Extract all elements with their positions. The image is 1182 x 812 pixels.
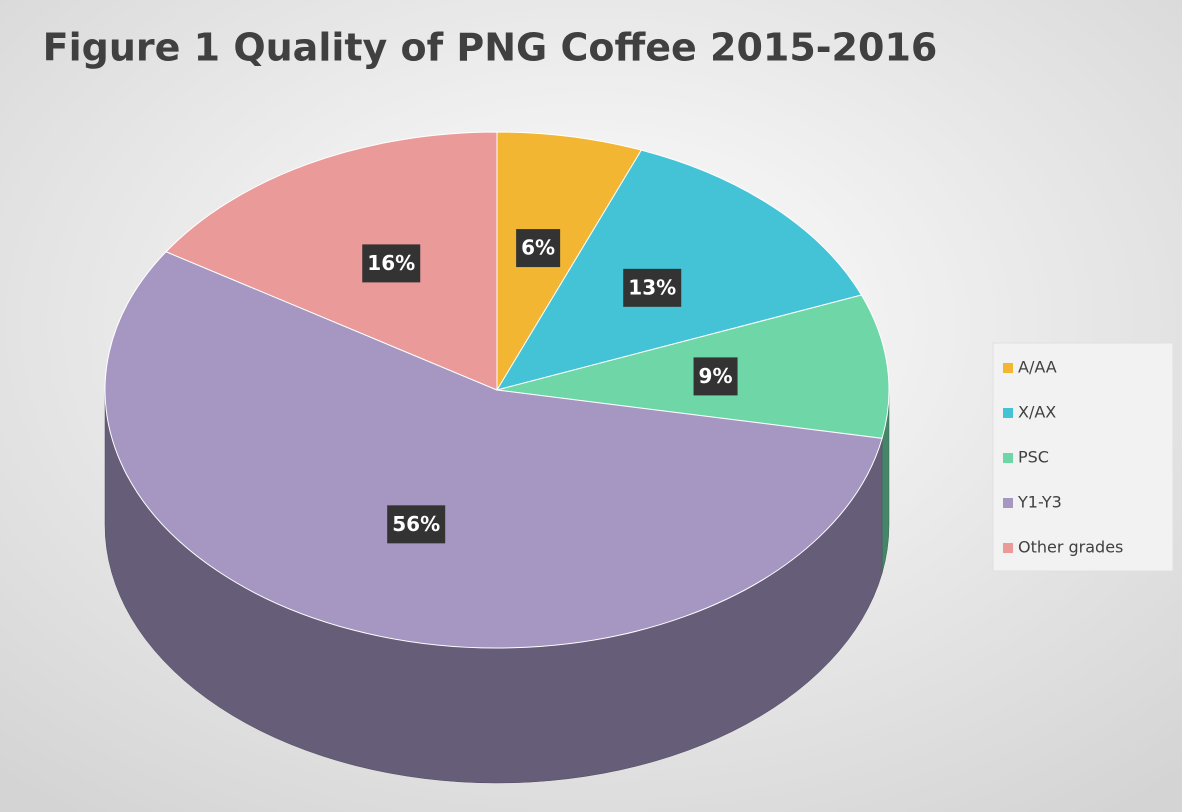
chart-title: Figure 1 Quality of PNG Coffee 2015-2016	[43, 26, 938, 70]
data-label: 9%	[699, 364, 733, 388]
data-label-box	[362, 244, 421, 283]
legend-label: Other grades	[1018, 538, 1123, 557]
legend-swatch	[1003, 453, 1013, 463]
data-label-box	[693, 357, 738, 396]
data-label-box	[387, 505, 446, 544]
data-label: 13%	[628, 275, 676, 299]
legend-box	[992, 342, 1174, 572]
slice	[496, 294, 890, 439]
slice	[496, 131, 643, 392]
legend-swatch	[1003, 498, 1013, 508]
legend: A/AA X/AX PSC Y1-Y3 Other grades	[1003, 358, 1123, 557]
data-label-box	[516, 229, 561, 268]
legend-label: X/AX	[1018, 403, 1056, 422]
legend-swatch	[1003, 408, 1013, 418]
legend-label: Y1-Y3	[1017, 493, 1062, 512]
slice	[165, 131, 498, 391]
legend-swatch	[1003, 363, 1013, 373]
data-label: 6%	[521, 236, 555, 260]
data-labels: 6% 13% 9% 56% 16%	[362, 229, 738, 544]
data-label: 56%	[392, 512, 440, 536]
legend-swatch	[1003, 543, 1013, 553]
legend-label: A/AA	[1018, 358, 1057, 377]
slice	[104, 251, 883, 649]
data-label: 16%	[367, 251, 415, 275]
pie-top	[104, 131, 890, 649]
data-label-box	[623, 268, 682, 307]
legend-label: PSC	[1018, 448, 1049, 467]
